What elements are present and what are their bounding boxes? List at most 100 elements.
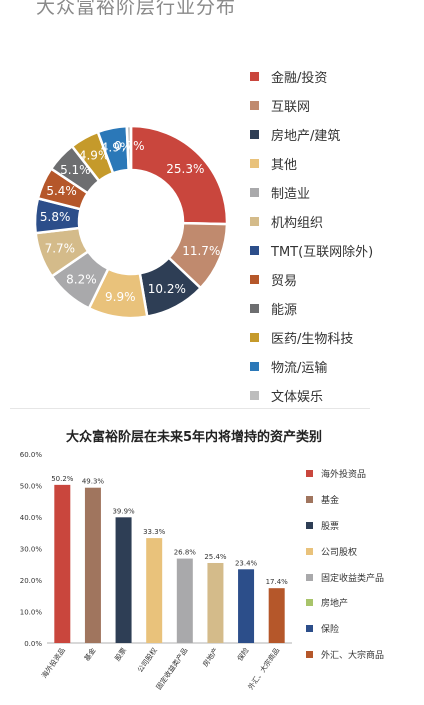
donut-slice-label: 5.8% bbox=[40, 210, 71, 224]
bar-value-label: 33.3% bbox=[143, 528, 166, 536]
legend-label: TMT(互联网除外) bbox=[271, 245, 374, 260]
donut-legend-item: 房地产/建筑 bbox=[250, 120, 373, 149]
legend-swatch bbox=[250, 72, 259, 81]
legend-swatch bbox=[250, 217, 259, 226]
bar-value-label: 50.2% bbox=[51, 475, 74, 483]
x-tick-label: 基金 bbox=[82, 646, 97, 663]
legend-swatch bbox=[306, 496, 313, 504]
section-divider bbox=[10, 408, 370, 409]
donut-legend-item: 互联网 bbox=[250, 91, 373, 120]
y-tick-label: 0.0% bbox=[24, 640, 42, 648]
legend-label: 保险 bbox=[321, 625, 340, 636]
donut-slice-label: 25.3% bbox=[166, 162, 204, 176]
donut-legend-item: 能源 bbox=[250, 294, 373, 323]
legend-label: 股票 bbox=[321, 521, 340, 532]
legend-swatch bbox=[250, 246, 259, 255]
bar bbox=[146, 538, 163, 643]
donut-slice-label: 4.9% bbox=[79, 149, 110, 163]
legend-swatch bbox=[306, 650, 313, 658]
donut-legend-item: 金融/投资 bbox=[250, 62, 373, 91]
bar bbox=[238, 569, 255, 643]
donut-legend-item: 医药/生物科技 bbox=[250, 323, 373, 352]
donut-legend-item: 制造业 bbox=[250, 178, 373, 207]
donut-legend: 金融/投资 互联网 房地产/建筑 其他 制造业 机构组织 TMT(互联网除外) 贸易 能源 医药/… bbox=[250, 62, 373, 410]
bar-value-label: 26.8% bbox=[174, 549, 197, 557]
legend-swatch bbox=[306, 547, 313, 555]
legend-swatch bbox=[250, 391, 259, 400]
donut-slice-label: 0.7% bbox=[114, 139, 145, 153]
y-tick-label: 20.0% bbox=[20, 577, 43, 585]
bar-legend: 海外投资品基金股票公司股权固定收益类产品 房地产保险外汇、大宗商品 bbox=[306, 461, 384, 667]
bar-value-label: 23.4% bbox=[235, 559, 258, 567]
legend-swatch bbox=[250, 159, 259, 168]
legend-label: 金融/投资 bbox=[271, 71, 328, 86]
bar bbox=[207, 562, 224, 643]
donut-legend-item: 机构组织 bbox=[250, 207, 373, 236]
x-tick-label: 房地产 bbox=[201, 646, 220, 668]
donut-legend-item: TMT(互联网除外) bbox=[250, 236, 373, 265]
donut-slice bbox=[129, 124, 229, 226]
x-tick-label: 外汇、大宗商品 bbox=[246, 646, 281, 691]
x-tick-label: 公司股权 bbox=[135, 646, 158, 674]
legend-swatch bbox=[306, 625, 313, 633]
legend-swatch bbox=[250, 101, 259, 110]
x-tick-label: 固定收益类产品 bbox=[154, 646, 189, 691]
donut-slice-label: 7.7% bbox=[45, 242, 76, 256]
donut-chart: 25.3%11.7%10.2%9.9%8.2%7.7%5.8%5.4%5.1%4… bbox=[33, 124, 229, 320]
bar-value-label: 49.3% bbox=[82, 478, 105, 486]
legend-label: 固定收益类产品 bbox=[321, 573, 385, 584]
y-tick-label: 10.0% bbox=[20, 609, 43, 617]
legend-swatch bbox=[250, 362, 259, 371]
y-tick-label: 50.0% bbox=[20, 483, 43, 491]
legend-swatch bbox=[250, 130, 259, 139]
donut-legend-item: 其他 bbox=[250, 149, 373, 178]
bar-value-label: 17.4% bbox=[266, 578, 289, 586]
x-tick-label: 海外投资品 bbox=[40, 646, 67, 680]
legend-label: 互联网 bbox=[271, 100, 311, 115]
donut-slice-label: 4.9% bbox=[101, 140, 132, 154]
legend-swatch bbox=[250, 304, 259, 313]
donut-slice-label: 11.7% bbox=[182, 244, 220, 258]
legend-swatch bbox=[250, 333, 259, 342]
donut-slice-label: 5.1% bbox=[60, 163, 91, 177]
legend-label: 其他 bbox=[271, 158, 298, 173]
legend-label: 房地产 bbox=[321, 599, 349, 610]
bar-legend-item: 固定收益类产品 bbox=[306, 564, 384, 590]
x-tick-label: 股票 bbox=[114, 647, 129, 663]
donut-slice-label: 5.4% bbox=[46, 184, 77, 198]
bar-legend-item: 基金 bbox=[306, 487, 384, 513]
bar bbox=[268, 588, 285, 643]
legend-label: 制造业 bbox=[271, 187, 311, 202]
legend-label: 公司股权 bbox=[321, 547, 358, 558]
legend-label: 医药/生物科技 bbox=[271, 332, 354, 347]
donut-slice-label: 8.2% bbox=[66, 273, 97, 287]
legend-label: 海外投资品 bbox=[321, 470, 367, 481]
legend-label: 基金 bbox=[321, 496, 340, 507]
donut-slice bbox=[125, 124, 133, 172]
donut-legend-item: 物流/运输 bbox=[250, 352, 373, 381]
bar-chart-title: 大众富裕阶层在未来5年内将增持的资产类别 bbox=[66, 430, 323, 445]
legend-swatch bbox=[306, 573, 313, 581]
legend-swatch bbox=[306, 599, 313, 607]
bar-legend-item: 海外投资品 bbox=[306, 461, 384, 487]
legend-swatch bbox=[250, 188, 259, 197]
bar-legend-item: 外汇、大宗商品 bbox=[306, 642, 384, 668]
donut-legend-item: 文体娱乐 bbox=[250, 381, 373, 410]
legend-label: 外汇、大宗商品 bbox=[321, 650, 385, 661]
legend-swatch bbox=[306, 521, 313, 529]
bar bbox=[115, 517, 132, 643]
x-tick-label: 保险 bbox=[235, 646, 250, 663]
bar-value-label: 25.4% bbox=[204, 553, 227, 561]
bar-legend-item: 保险 bbox=[306, 616, 384, 642]
bar bbox=[84, 487, 101, 643]
bar-legend-item: 公司股权 bbox=[306, 538, 384, 564]
bar bbox=[54, 484, 71, 643]
donut-slice-label: 10.2% bbox=[148, 282, 186, 296]
bar-legend-item: 股票 bbox=[306, 513, 384, 539]
y-tick-label: 30.0% bbox=[20, 546, 43, 554]
legend-label: 物流/运输 bbox=[271, 361, 328, 376]
legend-label: 文体娱乐 bbox=[271, 390, 324, 405]
bar-value-label: 39.9% bbox=[112, 507, 135, 515]
